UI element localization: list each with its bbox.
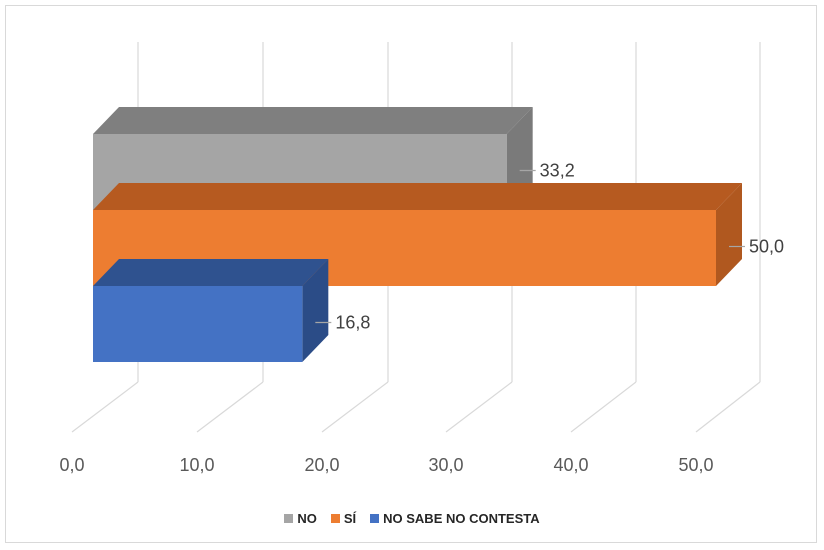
legend: NO SÍ NO SABE NO CONTESTA <box>0 508 824 528</box>
bars <box>93 107 742 362</box>
legend-label-si: SÍ <box>343 510 357 526</box>
legend-label-no-sabe: NO SABE NO CONTESTA <box>383 510 540 526</box>
gridline-floor <box>570 381 637 433</box>
bar <box>93 286 303 362</box>
legend-swatch-si <box>330 513 340 523</box>
gridline-floor <box>196 381 264 433</box>
data-label: 33,2 <box>540 161 575 181</box>
x-tick-label: 10,0 <box>179 455 214 475</box>
x-tick-label: 20,0 <box>304 455 339 475</box>
bar-top-face <box>93 107 533 134</box>
x-tick-label: 40,0 <box>553 455 588 475</box>
legend-item-no-sabe: NO SABE NO CONTESTA <box>370 511 540 526</box>
bar-side-face <box>302 259 329 362</box>
bar-top-face <box>93 183 742 210</box>
bar-side-face <box>716 183 742 286</box>
legend-label-no: NO <box>297 510 317 526</box>
x-tick-label: 30,0 <box>428 455 463 475</box>
data-label: 50,0 <box>749 237 784 257</box>
x-tick-label: 50,0 <box>678 455 713 475</box>
data-label: 16,8 <box>335 313 370 333</box>
gridline-floor <box>695 381 761 433</box>
x-axis-ticks: 0,0 10,0 20,0 30,0 40,0 50,0 <box>59 455 713 475</box>
data-labels: 33,2 50,0 16,8 <box>315 161 784 333</box>
gridline-floor <box>321 381 389 433</box>
x-tick-label: 0,0 <box>59 455 84 475</box>
legend-swatch-no <box>284 513 294 523</box>
legend-item-si: SÍ <box>330 510 357 526</box>
gridline-floor <box>445 381 513 433</box>
gridline-floor <box>71 381 139 433</box>
legend-swatch-no-sabe <box>370 513 380 523</box>
legend-item-no: NO <box>284 511 317 526</box>
bar-top-face <box>93 259 329 286</box>
